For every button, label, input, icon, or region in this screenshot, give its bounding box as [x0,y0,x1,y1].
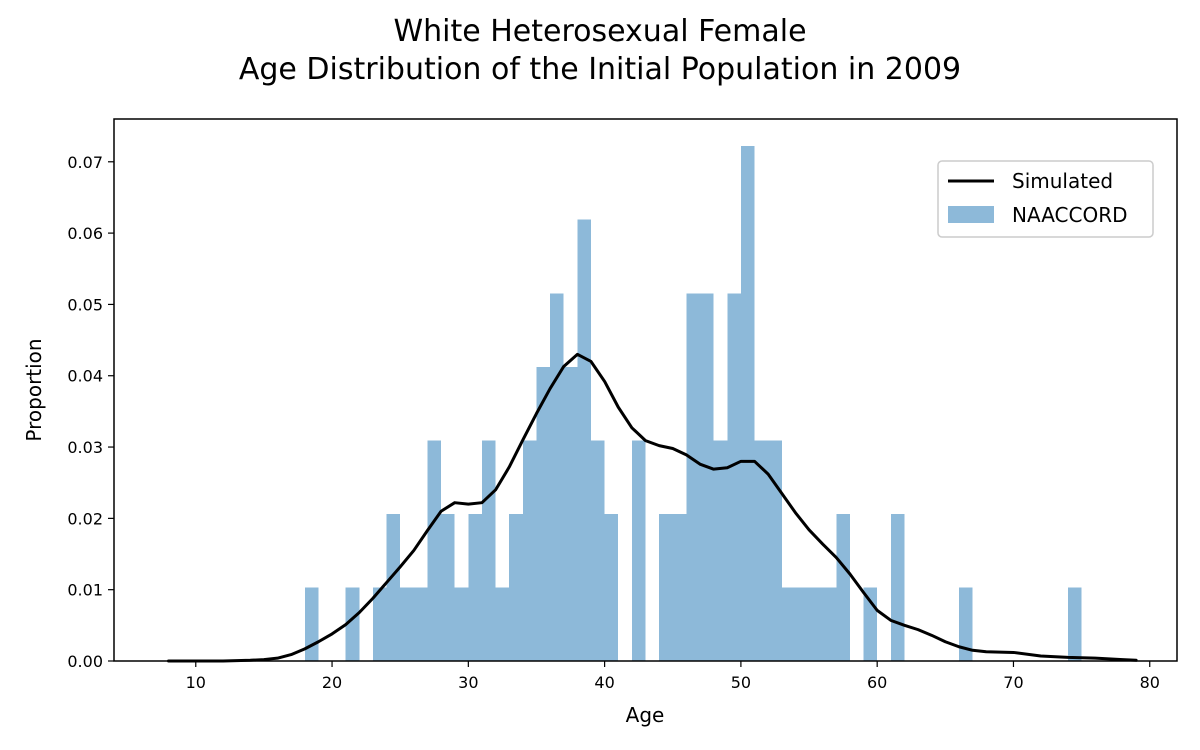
y-axis-ticks: 0.00 0.01 0.02 0.03 0.04 0.05 0.06 0.07 [67,153,114,671]
histogram-bar-age-51 [754,440,769,661]
legend: Simulated NAACCORD [937,160,1154,238]
histogram-bar-age-57 [836,514,850,661]
histogram-bar-age-28 [441,514,455,661]
chart-title: White Heterosexual Female [393,14,806,49]
x-tick-label: 40 [594,673,614,692]
y-axis-label: Proportion [22,338,46,441]
legend-label-simulated: Simulated [1012,169,1113,193]
histogram-bar-age-49 [727,293,741,661]
y-tick-label: 0.05 [67,295,103,314]
histogram-bar-age-45 [672,514,687,661]
y-tick-label: 0.04 [67,367,103,386]
histogram-bar-age-32 [495,587,510,661]
histogram-bar-age-36 [550,293,564,661]
x-tick-label: 50 [731,673,751,692]
x-axis-label: Age [626,703,665,727]
histogram-bar-age-26 [413,587,428,661]
histogram-bar-age-42 [631,440,646,661]
histogram-bars [304,146,1082,662]
histogram-bar-age-35 [536,367,551,661]
histogram-bar-age-34 [522,440,537,661]
histogram-bar-age-21 [345,587,360,661]
y-tick-label: 0.00 [67,652,103,671]
y-tick-label: 0.02 [67,509,103,528]
x-tick-label: 10 [186,673,206,692]
histogram-bar-age-61 [890,514,905,661]
y-tick-label: 0.07 [67,153,103,172]
histogram-bar-age-39 [590,440,605,661]
histogram-bar-age-37 [563,367,578,661]
histogram-bar-age-18 [304,587,319,661]
x-tick-label: 20 [322,673,342,692]
x-axis-ticks: 10 20 30 40 50 60 70 80 [186,661,1160,692]
legend-label-naaccord: NAACCORD [1012,203,1128,227]
histogram-bar-age-23 [372,587,387,661]
histogram-bar-age-52 [768,440,782,661]
histogram-bar-age-46 [686,293,701,661]
x-tick-label: 60 [867,673,887,692]
simulated-line [167,352,1138,663]
histogram-bar-age-38 [577,219,591,661]
y-tick-label: 0.06 [67,224,103,243]
legend-bar-swatch [948,206,994,223]
histogram-bar-age-54 [795,587,810,661]
y-tick-label: 0.01 [67,581,103,600]
histogram-bar-age-74 [1067,587,1082,661]
histogram-bar-age-31 [481,440,496,661]
histogram-bar-age-55 [809,587,823,661]
histogram-bar-age-33 [509,514,523,661]
simulated-line-group [167,352,1138,663]
histogram-bar-age-44 [659,514,673,661]
x-tick-label: 70 [1003,673,1023,692]
histogram-bar-age-66 [958,587,973,661]
y-tick-label: 0.03 [67,438,103,457]
histogram-bar-age-30 [468,514,482,661]
histogram-bar-age-59 [863,587,878,661]
histogram-bar-age-48 [713,440,728,661]
histogram-bar-age-50 [740,146,755,662]
histogram-bar-age-47 [700,293,714,661]
histogram-bar-age-25 [400,587,414,661]
histogram-bar-age-53 [781,587,796,661]
plot-frame [113,118,1178,662]
histogram-bar-age-56 [822,587,837,661]
histogram-bar-age-40 [604,514,619,661]
x-tick-label: 30 [458,673,478,692]
x-tick-label: 80 [1140,673,1160,692]
histogram-bar-age-27 [427,440,442,661]
histogram-bar-age-29 [454,587,469,661]
chart-subtitle: Age Distribution of the Initial Populati… [239,52,961,87]
histogram-bar-age-24 [386,514,401,661]
